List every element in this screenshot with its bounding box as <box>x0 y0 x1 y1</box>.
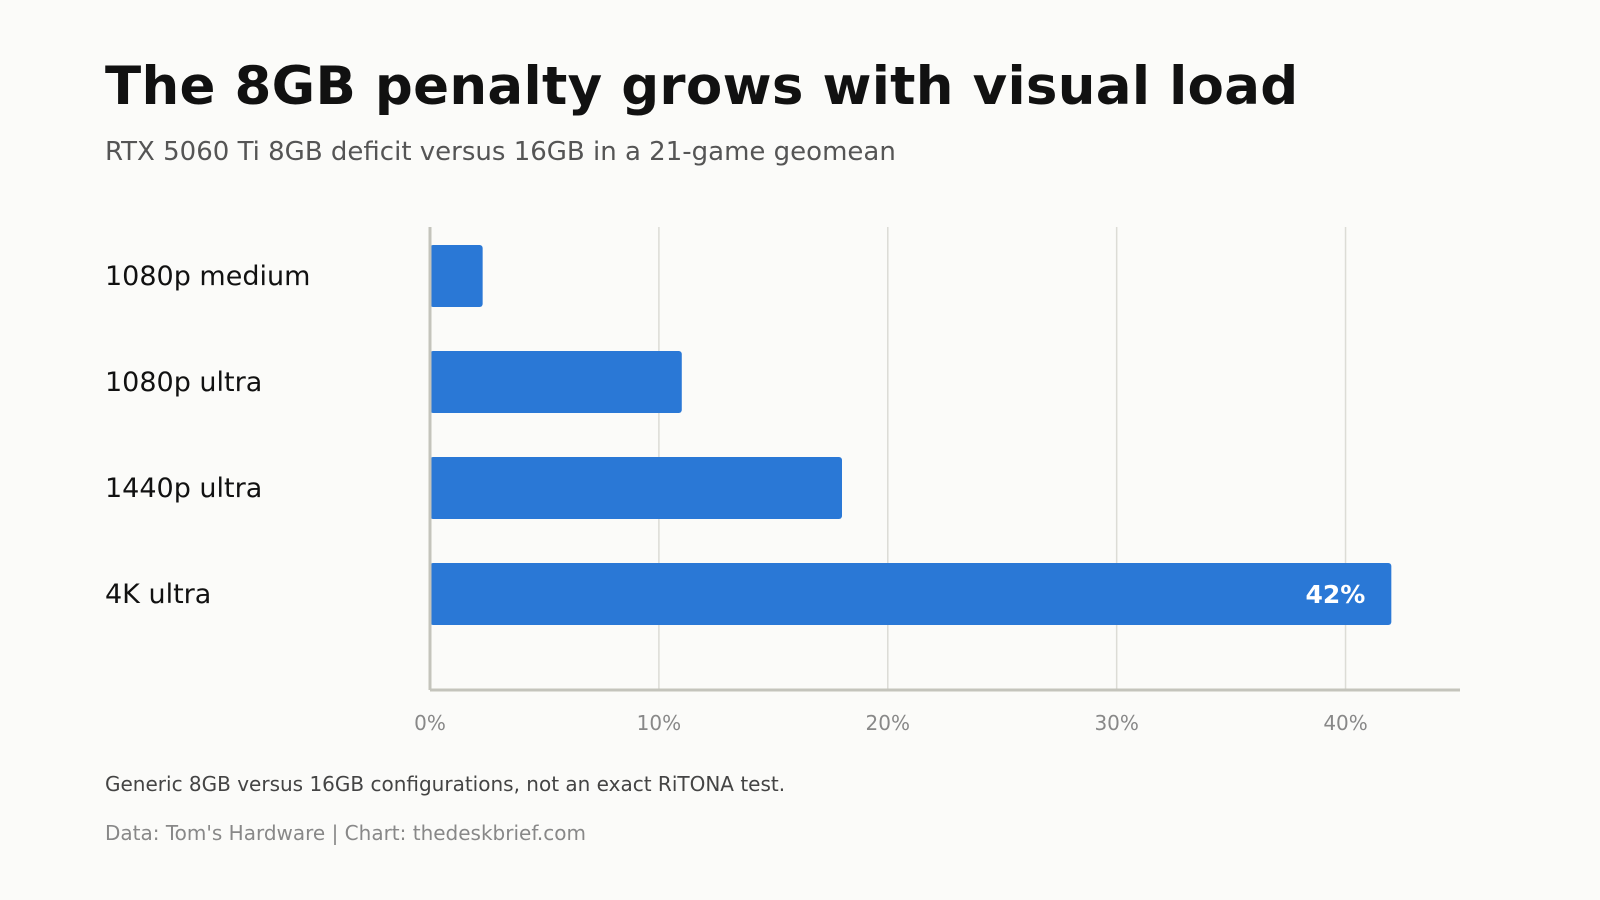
x-tick-label: 10% <box>637 711 681 735</box>
x-tick-label: 30% <box>1094 711 1138 735</box>
bar <box>430 563 1392 625</box>
bars <box>430 245 1392 625</box>
chart-subtitle: RTX 5060 Ti 8GB deficit versus 16GB in a… <box>105 137 896 167</box>
category-label: 4K ultra <box>105 579 211 610</box>
bar <box>430 457 842 519</box>
bar <box>430 351 682 413</box>
x-tick-label: 40% <box>1323 711 1367 735</box>
x-tick-label: 0% <box>414 711 446 735</box>
axes <box>428 227 1460 692</box>
chart-title: The 8GB penalty grows with visual load <box>105 56 1299 117</box>
category-label: 1440p ultra <box>105 473 262 504</box>
chart-note: Generic 8GB versus 16GB configurations, … <box>105 772 786 796</box>
category-label: 1080p ultra <box>105 367 262 398</box>
bar <box>430 245 483 307</box>
chart-source: Data: Tom's Hardware | Chart: thedeskbri… <box>105 821 586 845</box>
labels: 0% 10% 20% 30% 40% 1080p medium 1080p ultra 144… <box>105 261 1368 735</box>
category-label: 1080p medium <box>105 261 310 292</box>
data-label: 42% <box>1305 580 1365 609</box>
x-tick-label: 20% <box>866 711 910 735</box>
